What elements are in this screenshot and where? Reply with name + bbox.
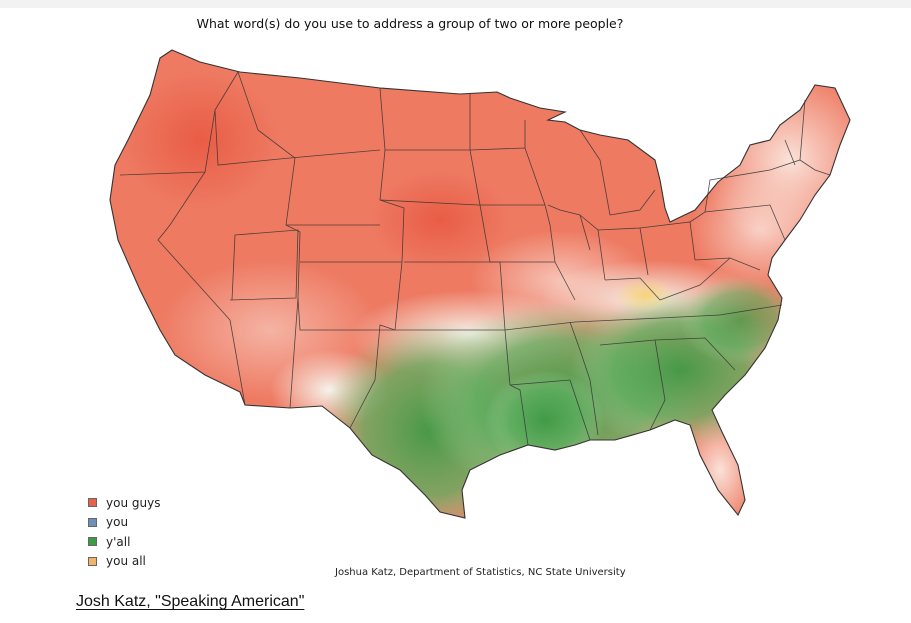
heat-layer [110, 50, 850, 518]
map-legend: you guys you y'all you all [88, 493, 160, 571]
legend-swatch [88, 498, 97, 508]
legend-item-you-guys: you guys [88, 493, 160, 513]
top-bar [0, 0, 911, 8]
legend-item-yall: y'all [88, 532, 160, 552]
legend-swatch [88, 537, 97, 547]
legend-item-you-all: you all [88, 552, 160, 572]
legend-item-you: you [88, 513, 160, 533]
map-credit: Joshua Katz, Department of Statistics, N… [335, 567, 626, 578]
legend-swatch [88, 517, 97, 527]
legend-swatch [88, 556, 97, 566]
state-borders [119, 71, 831, 446]
legend-label: you [106, 515, 129, 530]
legend-label: y'all [106, 534, 131, 549]
legend-label: you all [106, 554, 146, 569]
map-title: What word(s) do you use to address a gro… [196, 16, 624, 31]
source-link[interactable]: Josh Katz, "Speaking American" [76, 593, 305, 610]
legend-label: you guys [106, 495, 161, 510]
